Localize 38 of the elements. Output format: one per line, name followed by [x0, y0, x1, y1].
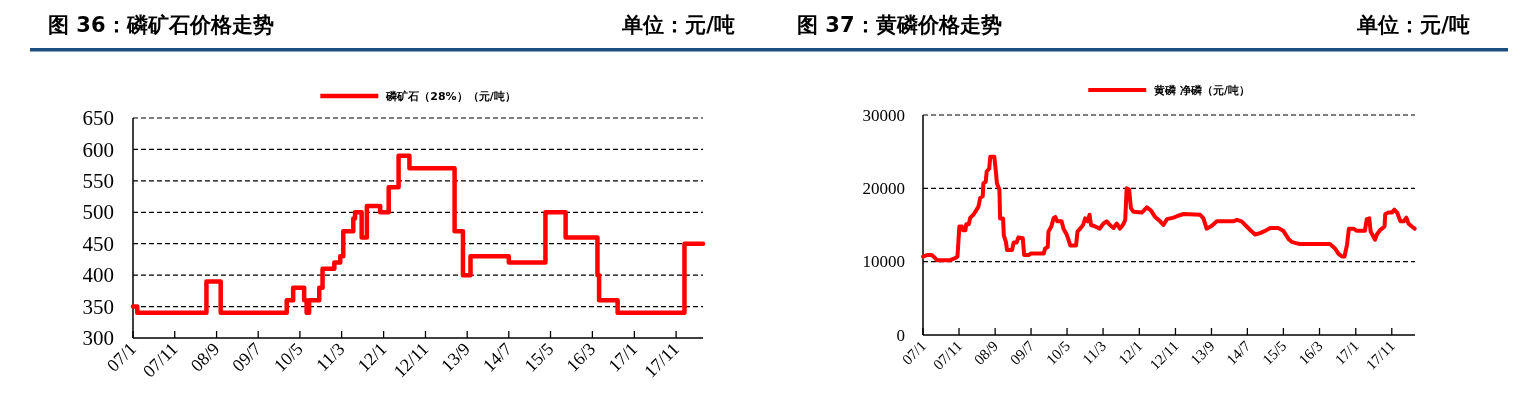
x-tick-label: 14/7 [478, 338, 516, 376]
y-tick-label: 500 [82, 200, 114, 225]
x-tick-label: 16/3 [562, 338, 600, 376]
legend: 黄磷 净磷（元/吨） [1088, 84, 1250, 96]
y-tick-label: 300 [82, 326, 114, 351]
x-tick-label: 12/1 [353, 338, 391, 376]
y-tick-label: 450 [82, 231, 114, 256]
x-tick-label: 16/3 [1295, 337, 1326, 368]
y-tick-label: 20000 [862, 179, 905, 199]
x-tick-label: 13/9 [1187, 337, 1218, 368]
x-tick-label: 09/7 [228, 338, 265, 376]
x-tick-label: 14/7 [1223, 337, 1254, 368]
x-tick-label: 17/1 [1331, 337, 1362, 368]
x-tick-label: 11/3 [1079, 337, 1110, 368]
y-tick-label: 600 [82, 137, 114, 162]
x-tick-label: 12/1 [1115, 337, 1146, 368]
y-tick-label: 30000 [862, 105, 905, 125]
y-tick-label: 650 [82, 106, 114, 131]
y-tick-label: 0 [896, 325, 905, 345]
legend: 磷矿石（28%）（元/吨） [320, 90, 516, 104]
x-tick-label: 08/9 [186, 338, 224, 376]
x-tick-label: 10/5 [1043, 337, 1074, 368]
chart-title: 图 36：磷矿石价格走势 [48, 13, 274, 37]
chart-title: 图 37：黄磷价格走势 [797, 13, 1002, 37]
y-tick-label: 350 [82, 294, 114, 319]
chart-subtitle: 单位：元/吨 [1356, 13, 1470, 37]
x-tick-label: 15/5 [1259, 337, 1290, 368]
y-tick-label: 10000 [862, 252, 905, 272]
x-tick-label: 08/9 [971, 337, 1002, 368]
y-tick-label: 400 [82, 263, 114, 288]
x-tick-label: 17/1 [604, 338, 642, 376]
chart-subtitle: 单位：元/吨 [621, 13, 735, 37]
x-tick-label: 09/7 [1006, 337, 1038, 368]
x-tick-label: 15/5 [520, 338, 558, 376]
x-tick-label: 10/5 [269, 338, 307, 376]
x-tick-label: 11/3 [312, 338, 349, 375]
x-tick-label: 13/9 [437, 338, 475, 376]
y-tick-label: 550 [82, 169, 114, 193]
